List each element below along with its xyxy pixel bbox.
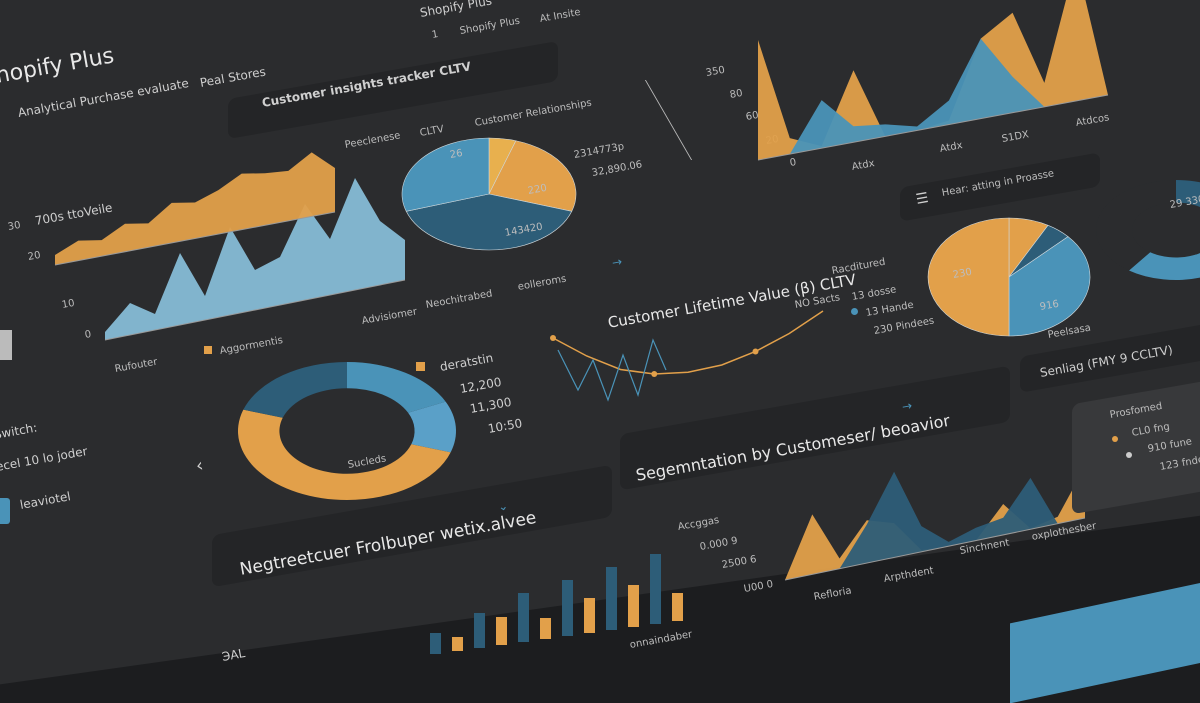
x-axis [54,211,336,266]
legend-dot [851,308,858,315]
y-tick: 30 [7,219,22,233]
x-axis [757,94,1109,161]
pie-chart [401,137,577,251]
area-chart [54,152,406,341]
pie-slice [408,401,456,453]
bar [672,593,683,621]
legend-dot [1112,436,1118,442]
accent-panel [1010,576,1200,703]
pie-slice [347,444,451,500]
bar [518,593,529,642]
donut-chart-2 [1096,180,1200,281]
chevron-down-icon[interactable]: ⌄ [496,498,510,514]
arrow-right-icon[interactable]: → [900,398,914,414]
pie-slice [405,193,573,251]
cltv-line [552,310,824,375]
legend-swatch [204,346,212,354]
bar [496,617,507,645]
y-tick: U00 0 [743,578,775,595]
bar [562,580,573,636]
legend-dot [1126,452,1132,458]
data-point [651,371,658,377]
x-axis [104,279,406,341]
bar [606,567,617,630]
sidebar-scroll-thumb[interactable] [0,330,12,360]
pie-slice [401,137,490,212]
corner-label: ЭAL [220,646,247,664]
donut-chart [237,362,456,500]
pie-slice [1176,180,1200,207]
area-series [105,178,405,340]
pie-slice [243,362,347,418]
bar [452,637,463,651]
bar [650,554,661,624]
y-tick: 80 [729,87,744,101]
data-point [752,348,759,355]
arrow-right-icon[interactable]: → [610,254,624,270]
bar [540,618,551,639]
top-area-chart [757,0,1109,161]
bar-chart [430,554,683,654]
pie-slice [488,140,577,212]
pie-slice [237,409,347,500]
line-chart [550,310,824,402]
pie-slice [1008,236,1091,337]
pie-slice [927,217,1010,337]
data-point [550,335,556,341]
pie-slice [1096,180,1176,271]
bar [430,633,441,654]
menu-icon[interactable]: ☰ [914,189,930,208]
area-series [785,471,1085,580]
pie-chart-2 [927,217,1091,337]
bar [584,598,595,633]
cltv-noise-line [557,338,667,402]
segmentation-area-chart [784,466,1086,581]
pie-label: 26 [449,147,464,161]
area-series [758,38,1108,160]
y-tick: 20 [27,249,42,263]
bar [628,585,639,627]
legend-swatch [416,362,425,371]
area-series [55,152,335,265]
sidebar-icon [0,498,10,524]
x-axis [784,517,1086,581]
pie-slice [347,362,446,413]
pie-slice [1128,252,1200,281]
bar [474,613,485,648]
